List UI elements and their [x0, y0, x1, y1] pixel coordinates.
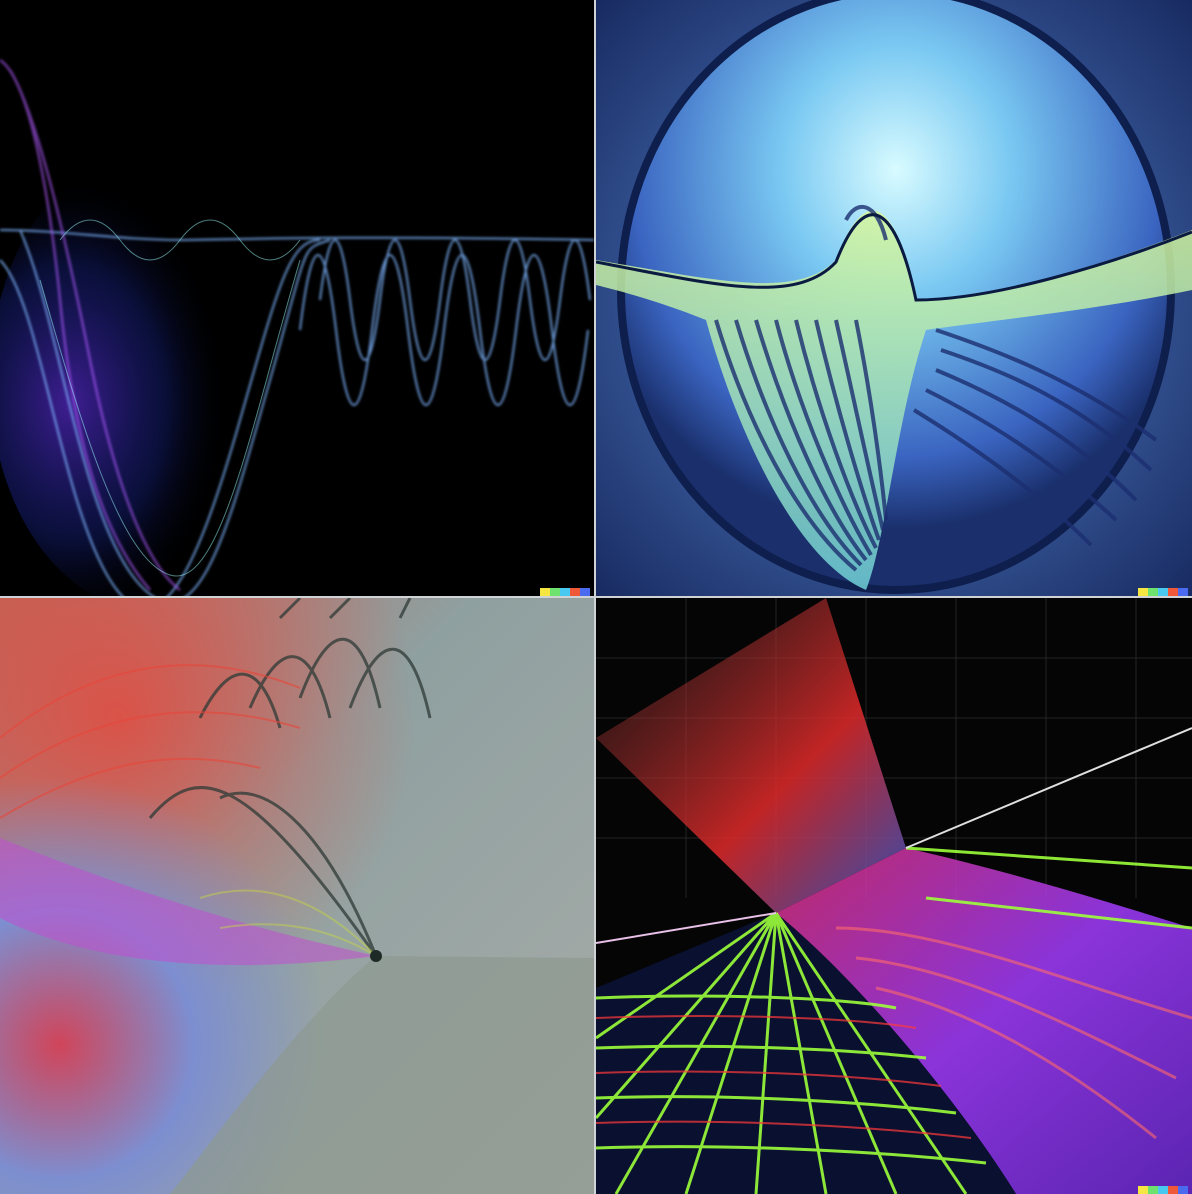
panel-blue-sphere-ripple [596, 0, 1192, 596]
neon-grid-art [596, 598, 1192, 1194]
panel-glowing-wave-lines [0, 0, 594, 596]
color-watermark [1138, 588, 1188, 596]
sphere-ripple-art [596, 0, 1192, 596]
panel-textured-vortex [0, 598, 594, 1194]
color-watermark [1138, 1186, 1188, 1194]
vortex-art [0, 598, 594, 1194]
panel-neon-grid-cone [596, 598, 1192, 1194]
wave-lines-art [0, 0, 594, 596]
color-watermark [540, 588, 590, 596]
